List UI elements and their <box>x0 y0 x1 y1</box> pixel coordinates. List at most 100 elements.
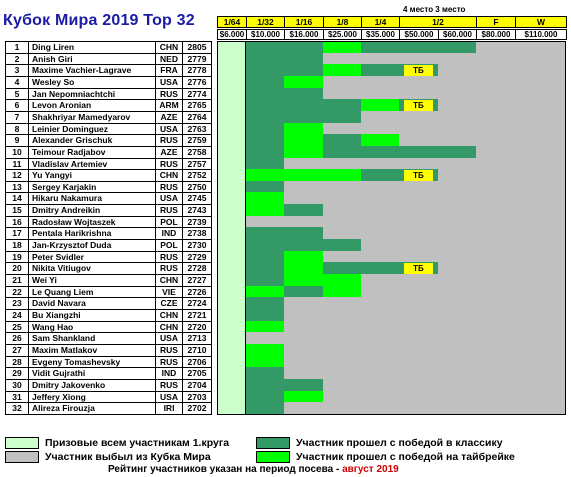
prize-cell: $60.000 <box>438 29 477 40</box>
result-cell <box>515 123 566 135</box>
result-cell <box>323 204 361 217</box>
prize-cell: $110.000 <box>515 29 567 40</box>
result-cell <box>438 99 476 112</box>
result-cell <box>476 111 515 124</box>
result-cell <box>515 192 566 205</box>
result-cell <box>438 239 476 252</box>
prize-cell: $6.000 <box>217 29 247 40</box>
result-cell <box>438 41 476 54</box>
result-cell <box>246 158 284 170</box>
tiebreak-badge: ТБ <box>404 170 433 181</box>
result-cell <box>246 227 284 240</box>
result-cell <box>361 53 399 65</box>
result-cell <box>476 309 515 322</box>
result-cell <box>246 367 284 380</box>
result-cell <box>476 192 515 205</box>
result-cell <box>515 274 566 287</box>
result-cell <box>246 332 284 345</box>
result-cell <box>323 181 361 193</box>
result-cell <box>476 99 515 112</box>
result-cell <box>323 391 361 403</box>
result-cell <box>361 76 399 89</box>
result-cell <box>284 251 323 263</box>
round-header-final: F <box>476 16 516 28</box>
result-cell <box>438 262 476 275</box>
result-cell <box>438 321 476 333</box>
result-cell <box>438 204 476 217</box>
tiebreak-badge: ТБ <box>404 65 433 76</box>
tiebreak-badge: ТБ <box>404 263 433 274</box>
result-cell <box>399 216 438 228</box>
page-title: Кубок Мира 2019 Top 32 <box>3 12 195 29</box>
legend-swatch-tiebreak <box>256 451 290 463</box>
result-cell <box>284 321 323 333</box>
result-cell <box>361 146 399 159</box>
result-cell <box>361 332 399 345</box>
result-cell <box>438 297 476 310</box>
result-cell <box>438 251 476 263</box>
result-cell <box>515 169 566 182</box>
result-cell <box>515 227 566 240</box>
result-cell <box>361 402 399 415</box>
result-cell <box>515 53 566 65</box>
result-cell <box>323 146 361 159</box>
result-cell <box>476 204 515 217</box>
result-cell <box>284 158 323 170</box>
result-cell <box>438 274 476 287</box>
result-cell <box>399 227 438 240</box>
result-cell <box>399 402 438 415</box>
result-cell <box>438 379 476 392</box>
result-cell <box>323 321 361 333</box>
legend-classic-text: Участник прошел с победой в классику <box>296 437 503 449</box>
result-cell <box>399 88 438 100</box>
result-cell <box>399 367 438 380</box>
result-cell <box>515 134 566 147</box>
result-cell <box>323 274 361 287</box>
result-cell <box>438 216 476 228</box>
result-cell <box>476 64 515 77</box>
player-seed: 32 <box>5 402 29 415</box>
result-cell <box>361 262 399 275</box>
result-cell <box>284 88 323 100</box>
result-cell <box>476 321 515 333</box>
result-cell <box>476 274 515 287</box>
result-cell <box>323 158 361 170</box>
result-cell <box>515 402 566 415</box>
result-cell <box>476 251 515 263</box>
tiebreak-badge: ТБ <box>404 100 433 111</box>
result-cell <box>246 53 284 65</box>
result-cell <box>515 88 566 100</box>
result-cell <box>284 402 323 415</box>
result-cell <box>361 227 399 240</box>
result-cell <box>284 111 323 124</box>
result-cell <box>246 402 284 415</box>
result-cell <box>361 123 399 135</box>
result-cell <box>284 76 323 89</box>
result-cell <box>476 41 515 54</box>
result-cell <box>284 367 323 380</box>
result-cell <box>399 356 438 368</box>
result-cell <box>476 169 515 182</box>
result-cell <box>361 204 399 217</box>
result-cell <box>515 344 566 357</box>
result-cell <box>515 286 566 298</box>
result-cell <box>476 216 515 228</box>
result-cell <box>476 88 515 100</box>
result-cell <box>323 297 361 310</box>
result-cell <box>284 204 323 217</box>
result-cell <box>476 181 515 193</box>
result-cell <box>399 76 438 89</box>
result-cell <box>284 344 323 357</box>
result-cell <box>438 76 476 89</box>
result-cell <box>515 111 566 124</box>
result-cell <box>323 134 361 147</box>
result-cell <box>246 204 284 217</box>
result-cell <box>361 321 399 333</box>
result-cell <box>323 169 361 182</box>
result-cell <box>284 286 323 298</box>
result-cell <box>438 134 476 147</box>
result-cell <box>323 123 361 135</box>
legend-swatch-eliminated <box>5 451 39 463</box>
result-cell <box>438 111 476 124</box>
